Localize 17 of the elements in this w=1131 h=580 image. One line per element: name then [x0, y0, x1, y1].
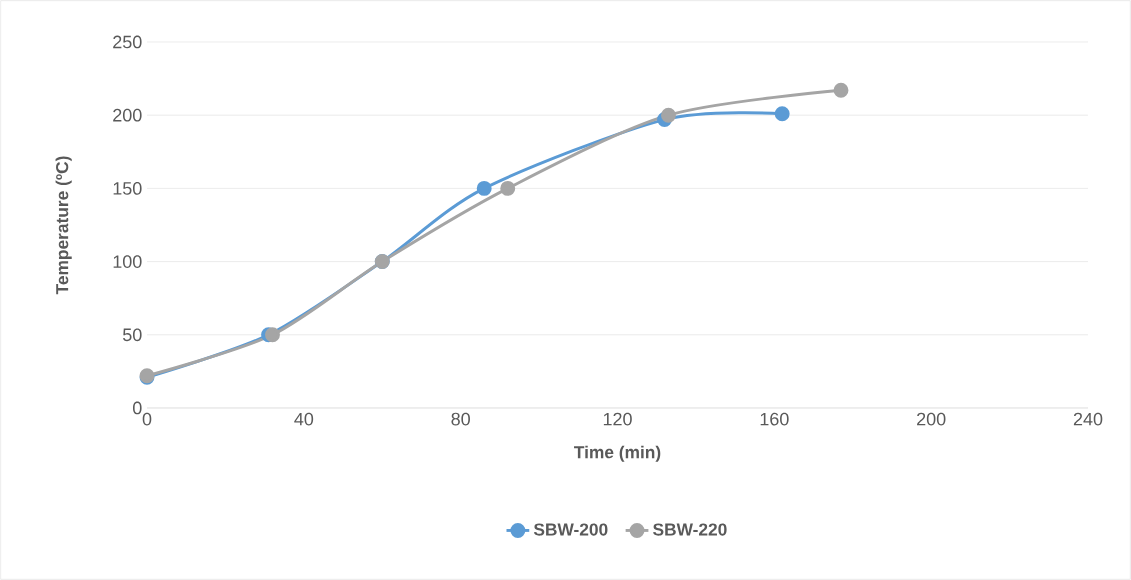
y-tick-label: 50	[122, 328, 142, 342]
legend-label: SBW-200	[533, 523, 608, 536]
legend-label: SBW-220	[653, 523, 727, 536]
x-tick-label: 40	[294, 412, 314, 426]
x-axis-title: Time (min)	[574, 445, 661, 462]
x-tick-label: 0	[142, 412, 152, 426]
x-tick-label: 160	[760, 412, 789, 426]
x-tick-label: 240	[1073, 412, 1103, 426]
y-tick-label: 200	[113, 108, 142, 122]
x-tick-label: 80	[451, 412, 470, 426]
x-tick-label: 120	[603, 412, 632, 426]
x-tick-label: 200	[917, 412, 946, 426]
y-axis-title: Temperature (ºC)	[55, 156, 72, 295]
y-tick-label: 150	[113, 182, 142, 195]
y-tick-label: 0	[133, 401, 142, 415]
y-tick-label: 100	[113, 255, 142, 268]
y-tick-label: 250	[113, 35, 142, 49]
